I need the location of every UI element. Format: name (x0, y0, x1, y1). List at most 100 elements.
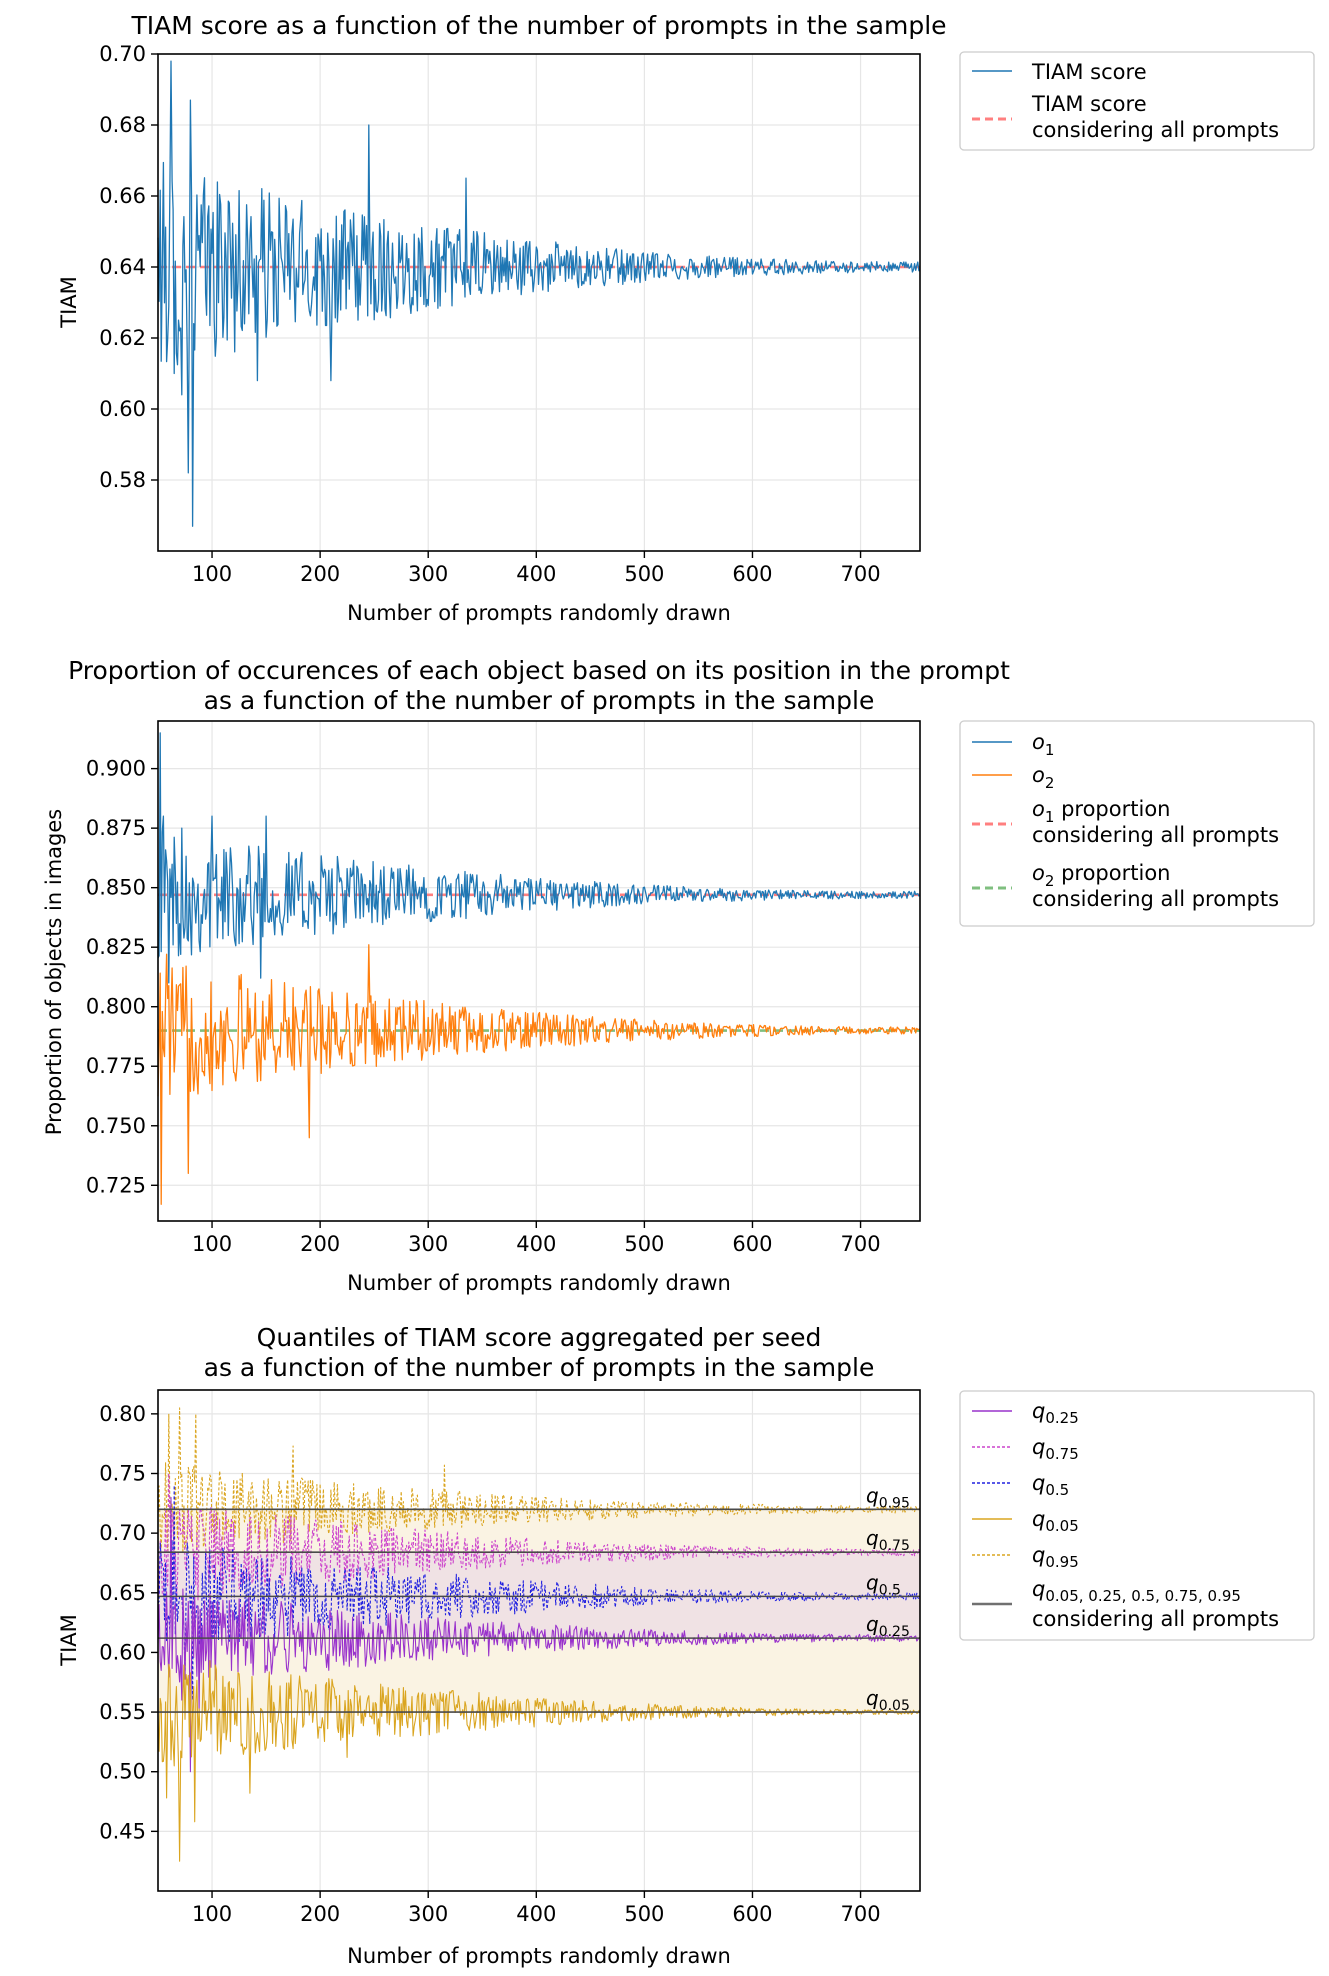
x-tick-label: 600 (732, 562, 772, 586)
x-tick-label: 300 (408, 562, 448, 586)
y-tick-label: 0.70 (99, 42, 146, 66)
legend-label-q0-05: q0.05 (1032, 1507, 1079, 1535)
chart-2: Proportion of occurences of each object … (42, 656, 1315, 1295)
y-tick-label: 0.55 (99, 1700, 146, 1724)
series-line-q0-95 (157, 1407, 921, 1552)
chart-1-x-label: Number of prompts randomly drawn (347, 601, 731, 625)
y-tick-label: 0.58 (99, 468, 146, 492)
series-line-q0-5 (157, 1484, 921, 1701)
y-tick-label: 0.66 (99, 184, 146, 208)
annotation-q0-95: q0.95 (866, 1483, 910, 1511)
y-tick-label: 0.60 (99, 1640, 146, 1664)
x-tick-label: 200 (300, 1232, 340, 1256)
chart-2-title-line-2: as a function of the number of prompts i… (204, 686, 875, 715)
chart-1-fill (158, 54, 920, 551)
x-tick-label: 400 (516, 1232, 556, 1256)
chart-2-y-ticks: 0.725 0.750 0.775 0.800 0.825 0.850 0.875 0.900 (86, 757, 158, 1197)
y-tick-label: 0.800 (86, 995, 146, 1019)
legend-label-q0-95: q0.95 (1032, 1543, 1079, 1571)
y-tick-label: 0.45 (99, 1819, 146, 1843)
x-tick-label: 200 (300, 562, 340, 586)
chart-2-y-label: Proportion of objects in images (42, 809, 66, 1135)
legend-label-q0-75: q0.75 (1032, 1435, 1079, 1463)
x-tick-label: 400 (516, 1902, 556, 1926)
annotation-q0-5: q0.5 (866, 1570, 901, 1598)
x-tick-label: 500 (624, 562, 664, 586)
legend-label-o1-all: o1 proportion considering all prompts (1032, 797, 1279, 847)
chart-1-plot-frame (157, 53, 921, 552)
y-tick-label: 0.64 (99, 255, 146, 279)
x-tick-label: 700 (841, 1232, 881, 1256)
chart-3-quantile-bands (158, 1509, 920, 1713)
y-tick-label: 0.62 (99, 326, 146, 350)
annotation-q0-05: q0.05 (866, 1686, 910, 1714)
chart-3: Quantiles of TIAM score aggregated per s… (57, 1323, 1315, 1968)
chart-1-legend: TIAM score TIAM score considering all pro… (959, 51, 1315, 151)
chart-1-y-ticks: 0.58 0.60 0.62 0.64 0.66 0.68 0.70 (99, 42, 158, 492)
x-tick-label: 500 (624, 1232, 664, 1256)
legend-label-o2: o2 (1032, 763, 1054, 792)
chart-1-x-ticks: 100 200 300 400 500 600 700 (192, 551, 881, 586)
x-tick-label: 100 (192, 1902, 232, 1926)
legend-label-o1: o1 (1032, 730, 1054, 759)
chart-1-series (157, 60, 921, 527)
y-tick-label: 0.750 (86, 1114, 146, 1138)
x-tick-label: 500 (624, 1902, 664, 1926)
x-tick-label: 600 (732, 1902, 772, 1926)
x-tick-label: 700 (841, 562, 881, 586)
y-tick-label: 0.80 (99, 1402, 146, 1426)
y-tick-label: 0.775 (86, 1054, 146, 1078)
chart-3-x-ticks: 100 200 300 400 500 600 700 (192, 1891, 881, 1926)
chart-1-grid (158, 53, 920, 551)
chart-2-plot-frame (157, 720, 921, 1222)
series-line-q0-75 (157, 1472, 921, 1601)
annotation-q0-75: q0.75 (866, 1526, 910, 1554)
chart-3-title-line-1: Quantiles of TIAM score aggregated per s… (257, 1323, 822, 1352)
series-line-q0-25 (157, 1496, 921, 1773)
x-tick-label: 200 (300, 1902, 340, 1926)
y-tick-label: 0.850 (86, 876, 146, 900)
chart-1: TIAM score as a function of the number o… (57, 11, 1315, 625)
legend-frame (959, 1390, 1315, 1641)
chart-2-legend: o1 o2 o1 proportion considering all promp… (959, 720, 1315, 927)
chart-3-reference-lines (158, 1508, 920, 1713)
annotation-q0-25: q0.25 (866, 1612, 910, 1640)
y-tick-label: 0.50 (99, 1760, 146, 1784)
x-tick-label: 400 (516, 562, 556, 586)
y-tick-label: 0.70 (99, 1521, 146, 1545)
x-tick-label: 300 (408, 1232, 448, 1256)
x-tick-label: 600 (732, 1232, 772, 1256)
y-tick-label: 0.825 (86, 935, 146, 959)
legend-label-tiam-all: TIAM score considering all prompts (1031, 92, 1279, 142)
y-tick-label: 0.875 (86, 816, 146, 840)
chart-3-plot-frame (157, 1389, 921, 1892)
y-tick-label: 0.725 (86, 1173, 146, 1197)
chart-3-title-line-2: as a function of the number of prompts i… (204, 1353, 875, 1382)
chart-2-title-line-1: Proportion of occurences of each object … (68, 656, 1010, 685)
chart-3-y-label: TIAM (57, 1614, 81, 1667)
x-tick-label: 700 (841, 1902, 881, 1926)
legend-frame (959, 720, 1315, 927)
legend-label-tiam: TIAM score (1031, 60, 1147, 84)
chart-2-grid (158, 721, 920, 1221)
y-tick-label: 0.75 (99, 1462, 146, 1486)
chart-3-annotations: q0.95 q0.75 q0.5 q0.25 q0.05 (866, 1483, 910, 1714)
chart-2-series (157, 732, 921, 1205)
series-line-o2 (157, 944, 921, 1205)
chart-3-y-ticks: 0.45 0.50 0.55 0.60 0.65 0.70 0.75 0.80 (99, 1402, 158, 1843)
x-tick-label: 100 (192, 1232, 232, 1256)
legend-label-all-quantiles-line-2: considering all prompts (1032, 1607, 1279, 1631)
chart-3-x-label: Number of prompts randomly drawn (347, 1944, 731, 1968)
chart-1-y-label: TIAM (57, 276, 81, 329)
y-tick-label: 0.65 (99, 1581, 146, 1605)
legend-frame (959, 51, 1315, 151)
y-tick-label: 0.60 (99, 397, 146, 421)
x-tick-label: 300 (408, 1902, 448, 1926)
chart-2-x-label: Number of prompts randomly drawn (347, 1271, 731, 1295)
series-line-o1 (157, 732, 921, 984)
chart-1-title: TIAM score as a function of the number o… (130, 11, 946, 40)
series-line-tiam-score (157, 60, 921, 527)
legend-label-o2-all: o2 proportion considering all prompts (1032, 861, 1279, 911)
chart-3-legend: q0.25 q0.75 q0.5 q0.05 q0.95 q0.05, 0.25, 0.5… (959, 1390, 1315, 1641)
